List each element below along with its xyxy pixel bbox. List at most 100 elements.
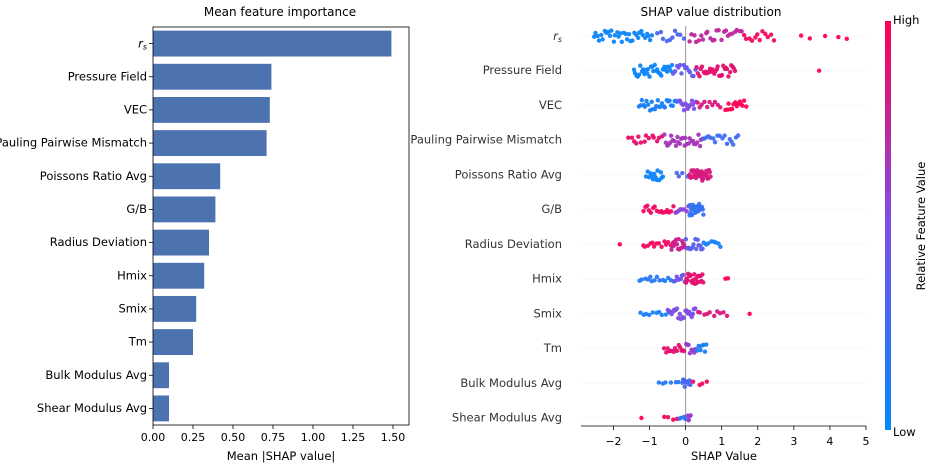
swarm-point-pressure-field [699,64,705,69]
swarm-label-bulk-modulus-avg: Bulk Modulus Avg [460,376,562,390]
swarm-label-r-s: rs [553,29,562,44]
swarm-point-smix [690,311,696,317]
swarm-point-smix [674,306,680,311]
bar-bulk-modulus-avg [153,362,169,389]
swarm-xtick-label: 3 [790,435,797,448]
swarm-point-poissons-ratio-avg [707,170,712,175]
swarm-point-bulk-modulus-avg [687,378,692,383]
swarm-point-vec [710,102,715,108]
bar-r-s [153,30,392,57]
swarm-point-r-s [647,37,653,43]
swarm-point-r-s [700,37,706,42]
swarm-point-pressure-field [719,72,725,78]
swarm-point-g-b [700,207,705,212]
bar-xtick-label: 1.00 [301,431,326,444]
swarm-point-pauling-pairwise-mismatch [695,140,700,145]
swarm-point-pauling-pairwise-mismatch [643,133,649,138]
swarm-point-pressure-field [636,72,642,77]
swarm-point-pressure-field [694,65,699,70]
bar-plot-frame [152,26,410,426]
swarm-point-bulk-modulus-avg [663,380,668,385]
swarm-point-r-s [755,32,760,37]
bar-label-hmix: Hmix [117,268,147,282]
swarm-point-r-s [646,33,651,39]
swarm-point-pauling-pairwise-mismatch [697,143,703,149]
swarm-point-vec [681,107,687,113]
swarm-point-poissons-ratio-avg [704,172,709,178]
swarm-point-r-s [599,32,604,38]
swarm-point-r-s [649,33,655,38]
swarm-point-r-s [705,29,710,35]
swarm-point-pressure-field [679,71,684,76]
bar-shear-modulus-avg [153,395,169,422]
beeswarm-xlabel: SHAP Value [691,449,757,463]
swarm-point-hmix [685,278,690,283]
swarm-point-tm [661,346,667,351]
swarm-point-r-s [692,33,697,38]
swarm-point-hmix [701,280,706,285]
swarm-point-g-b [648,210,654,215]
swarm-point-smix [707,310,712,315]
bar-xtick-label: 0.50 [221,431,246,444]
swarm-point-radius-deviation [705,241,711,246]
bar-radius-deviation [153,229,209,256]
swarm-point-bulk-modulus-avg [656,380,662,385]
swarm-label-poissons-ratio-avg: Poissons Ratio Avg [455,167,562,181]
swarm-point-vec [657,104,663,110]
swarm-point-smix [638,310,643,315]
swarm-point-tm [674,348,680,354]
swarm-label-shear-modulus-avg: Shear Modulus Avg [452,411,562,425]
swarm-point-r-s [719,37,724,43]
swarm-point-poissons-ratio-avg [652,171,657,176]
bar-label-r-s: rs [138,36,147,51]
swarm-point-g-b [701,212,706,217]
bar-xtick-label: 1.25 [341,431,366,444]
swarm-point-r-s [593,30,598,36]
swarm-point-r-s [844,36,850,42]
swarm-point-tm [686,342,691,348]
swarm-point-vec [712,99,718,105]
swarm-point-pressure-field [724,66,730,72]
swarm-point-radius-deviation [656,241,662,246]
swarm-point-bulk-modulus-avg [676,379,681,385]
swarm-point-poissons-ratio-avg [660,174,666,179]
swarm-point-bulk-modulus-avg [682,384,687,389]
swarm-point-r-s [642,35,648,40]
bar-label-pressure-field: Pressure Field [68,69,147,83]
swarm-point-pressure-field [687,70,693,75]
swarm-point-radius-deviation [718,244,723,250]
bar-label-tm: Tm [128,335,147,349]
bar-smix [153,295,197,322]
swarm-point-tm [702,349,708,354]
swarm-point-r-s [609,28,614,33]
swarm-point-hmix [662,278,668,284]
swarm-point-vec [726,101,731,106]
swarm-point-pressure-field [647,74,652,79]
swarm-point-vec [729,106,735,112]
swarm-label-radius-deviation: Radius Deviation [465,237,562,251]
swarm-point-r-s [836,34,841,40]
swarm-point-r-s [822,33,828,39]
swarm-point-poissons-ratio-avg [655,168,660,173]
swarm-point-pauling-pairwise-mismatch [712,140,718,145]
swarm-point-r-s [630,38,635,43]
swarm-point-pressure-field [651,68,656,74]
swarm-point-vec [655,98,661,103]
swarm-point-bulk-modulus-avg [690,379,696,384]
swarm-point-r-s [607,33,613,39]
swarm-point-r-s [623,31,628,37]
swarm-point-r-s [771,38,777,43]
swarm-point-pressure-field [727,69,733,75]
swarm-point-r-s [612,33,617,38]
swarm-point-r-s [763,31,768,37]
swarm-point-pauling-pairwise-mismatch [730,142,736,147]
swarm-point-smix [712,313,717,319]
swarm-point-vec [740,103,745,108]
swarm-point-vec [689,98,695,103]
swarm-point-r-s [655,30,660,36]
swarm-xtick-label: 1 [718,435,725,448]
swarm-point-radius-deviation [695,237,700,242]
swarm-point-r-s [600,37,605,42]
swarm-point-tm [698,348,703,353]
